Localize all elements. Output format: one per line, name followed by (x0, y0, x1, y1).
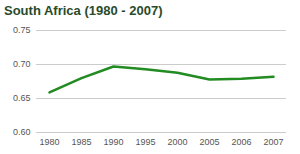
svg-text:2000: 2000 (167, 137, 187, 147)
svg-text:1985: 1985 (71, 137, 91, 147)
svg-text:2005: 2005 (199, 137, 219, 147)
svg-text:1980: 1980 (39, 137, 59, 147)
svg-text:0.75: 0.75 (13, 25, 31, 35)
svg-text:0.65: 0.65 (13, 93, 31, 103)
html-text:South Africa (1980 - 2007): South Africa (1980 - 2007) (4, 3, 163, 18)
svg-text:0.70: 0.70 (13, 59, 31, 69)
svg-text:2007: 2007 (263, 137, 283, 147)
svg-text:2006: 2006 (231, 137, 251, 147)
svg-text:1990: 1990 (103, 137, 123, 147)
svg-text:1995: 1995 (135, 137, 155, 147)
svg-text:0.60: 0.60 (13, 127, 31, 137)
